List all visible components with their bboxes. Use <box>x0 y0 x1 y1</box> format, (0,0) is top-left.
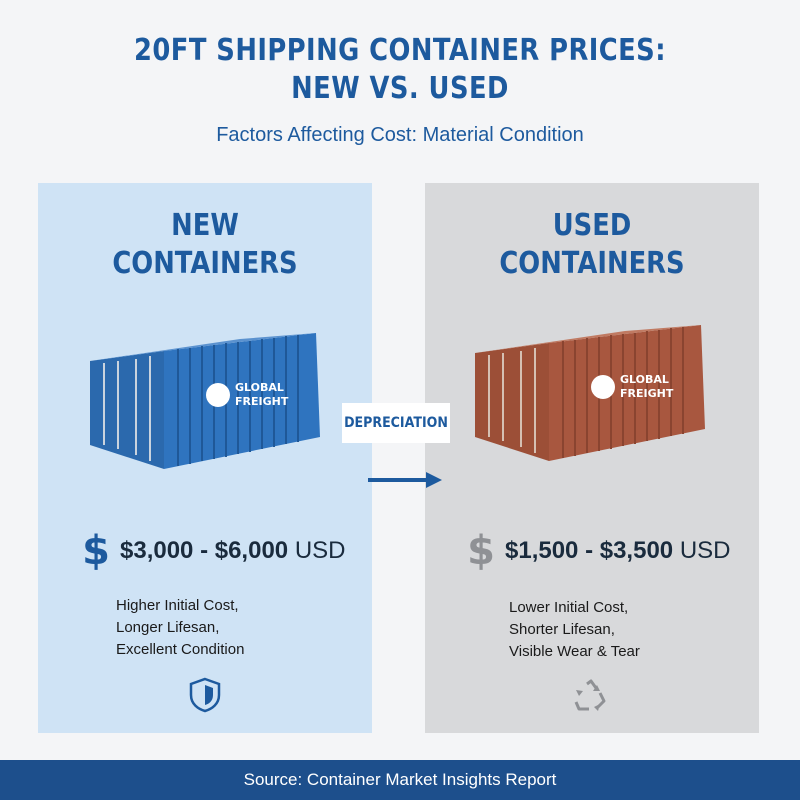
used-description: Lower Initial Cost, Shorter Lifesan, Vis… <box>509 597 640 663</box>
new-price-unit: USD <box>294 537 346 564</box>
depreciation-label: DEPRECIATION <box>342 403 450 443</box>
used-price-row: $ $1,500 - $3,500 USD <box>461 528 730 574</box>
source-footer: Source: Container Market Insights Report <box>0 760 800 800</box>
new-price-row: $ $3,000 - $6,000 USD <box>76 528 345 574</box>
new-desc-line-1: Higher Initial Cost, <box>116 597 239 614</box>
used-desc-line-3: Visible Wear & Tear <box>509 643 640 660</box>
new-desc-line-2: Longer Lifesan, <box>116 619 220 636</box>
new-price-range: $3,000 - $6,000 <box>120 537 289 564</box>
page-title: 20FT SHIPPING CONTAINER PRICES: NEW VS. … <box>56 32 744 108</box>
used-container-image: GLOBAL FREIGHT <box>475 325 705 461</box>
new-container-brand-2: FREIGHT <box>235 395 289 408</box>
used-desc-line-1: Lower Initial Cost, <box>509 599 629 616</box>
new-heading-line-1: NEW <box>171 208 239 243</box>
subtitle: Factors Affecting Cost: Material Conditi… <box>216 124 584 146</box>
dollar-icon: $ <box>82 528 110 574</box>
used-desc-line-2: Shorter Lifesan, <box>509 621 615 638</box>
used-price-range: $1,500 - $3,500 <box>505 537 674 564</box>
used-price-unit: USD <box>679 537 731 564</box>
recycle-icon <box>574 679 606 711</box>
used-heading-line-1: USED <box>552 208 632 243</box>
shield-icon <box>189 677 221 713</box>
new-container-brand-1: GLOBAL <box>235 381 284 394</box>
new-description: Higher Initial Cost, Longer Lifesan, Exc… <box>116 595 244 661</box>
new-containers-panel: NEW CONTAINERS GLOBAL FREIGHT $ $3,000 -… <box>38 183 372 733</box>
title-line-2: NEW VS. USED <box>291 71 509 106</box>
new-panel-heading: NEW CONTAINERS <box>61 207 348 283</box>
used-container-brand-1: GLOBAL <box>620 373 669 386</box>
new-container-image: GLOBAL FREIGHT <box>90 333 320 469</box>
dollar-icon: $ <box>467 528 495 574</box>
used-panel-heading: USED CONTAINERS <box>448 207 735 283</box>
new-desc-line-3: Excellent Condition <box>116 641 245 658</box>
used-heading-line-2: CONTAINERS <box>499 246 685 281</box>
new-heading-line-2: CONTAINERS <box>112 246 298 281</box>
arrow-right-icon <box>368 472 442 488</box>
used-containers-panel: USED CONTAINERS GLOBAL FREIGHT $ $1,500 … <box>425 183 759 733</box>
used-container-brand-2: FREIGHT <box>620 387 674 400</box>
title-line-1: 20FT SHIPPING CONTAINER PRICES: <box>134 33 666 68</box>
